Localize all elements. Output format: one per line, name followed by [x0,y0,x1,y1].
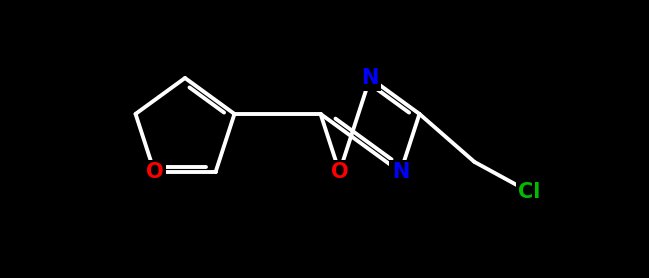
Text: N: N [392,162,410,182]
Text: Cl: Cl [519,182,541,202]
Text: O: O [330,162,349,182]
Text: N: N [361,68,378,88]
Text: O: O [145,162,164,182]
